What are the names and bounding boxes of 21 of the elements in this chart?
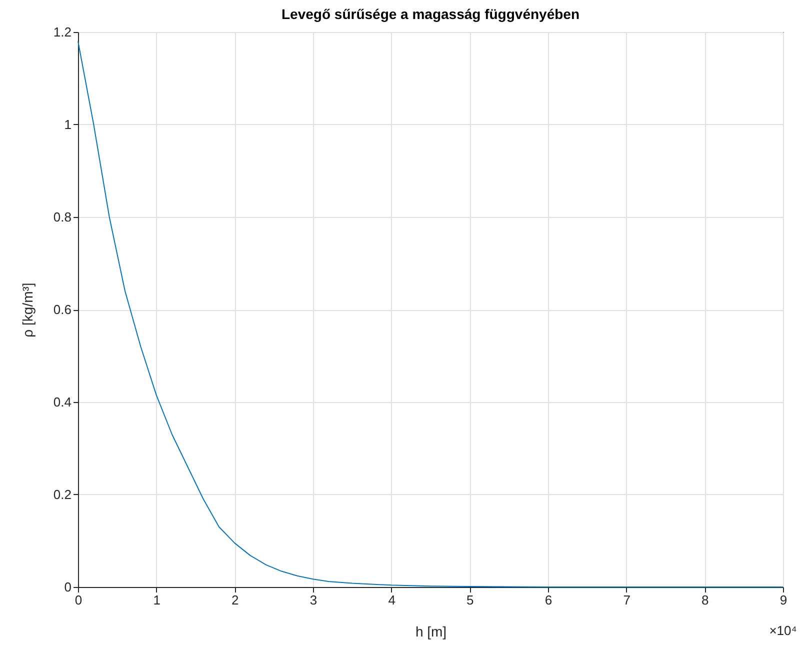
y-tick-label: 0.2 (53, 487, 72, 502)
x-tick-label: 7 (623, 592, 630, 608)
x-tick-label: 4 (388, 592, 396, 608)
chart-title: Levegő sűrűsége a magasság függvényében (282, 6, 580, 22)
text: ×10⁴ (769, 623, 797, 638)
y-axis-title: ρ [kg/m³] (19, 282, 36, 338)
x-tick-label: 5 (466, 592, 474, 608)
x-tick-label: 1 (153, 592, 160, 608)
x-tick-label: 3 (310, 592, 318, 608)
x-tick-label: 6 (544, 592, 552, 608)
x-tick-label: 2 (232, 592, 239, 608)
x-tick-label: 8 (702, 592, 709, 608)
x-axis-title: h [m] (415, 624, 447, 640)
y-tick-label: 0 (64, 580, 72, 594)
y-tick-label: 1 (64, 117, 72, 132)
x-tick-label: 0 (74, 592, 82, 608)
x-tick-label: 9 (780, 592, 788, 608)
y-tick-label: 0.8 (53, 210, 72, 224)
y-tick-label: 1.2 (53, 24, 72, 40)
y-tick-label: 0.6 (53, 302, 72, 317)
y-tick-label: 0.4 (53, 394, 72, 410)
